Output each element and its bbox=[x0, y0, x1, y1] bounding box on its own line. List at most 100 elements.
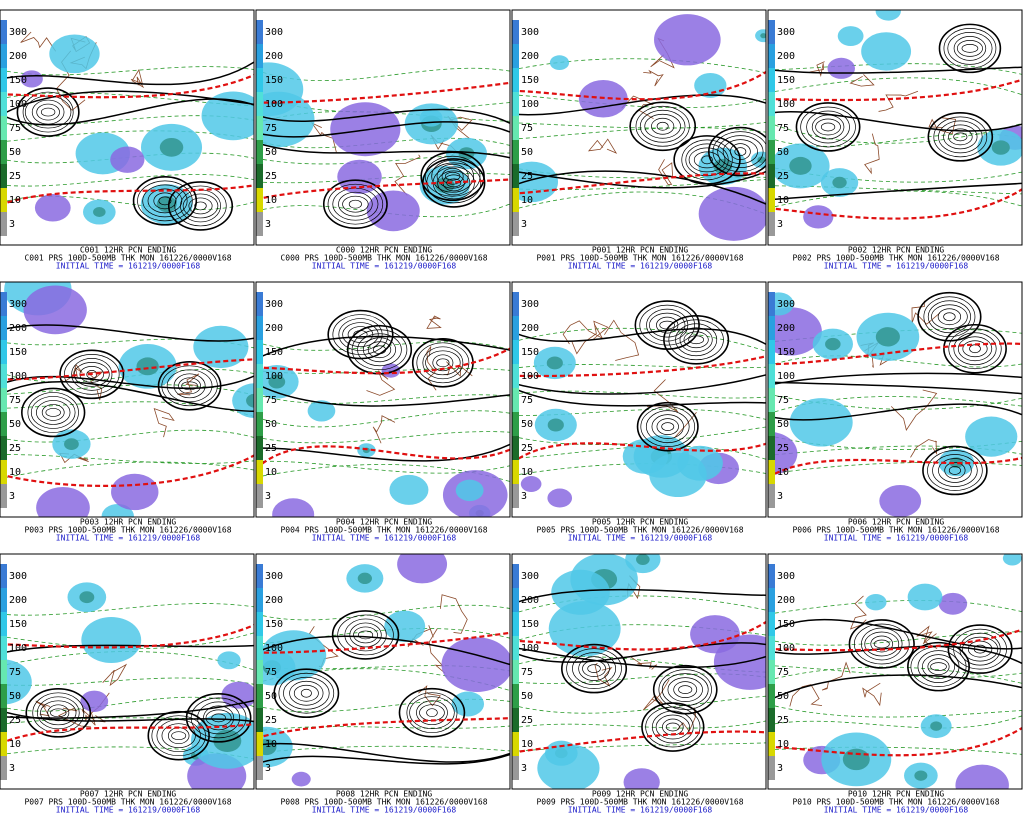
colorbar-swatch bbox=[768, 564, 775, 588]
colorbar-label: 200 bbox=[521, 595, 539, 606]
colorbar-label: 150 bbox=[265, 619, 283, 630]
precip-core bbox=[93, 206, 106, 218]
colorbar-label: 75 bbox=[265, 395, 277, 406]
pressure-contour bbox=[948, 466, 961, 475]
colorbar-label: 300 bbox=[9, 571, 27, 582]
precip-area bbox=[1002, 554, 1022, 566]
precip-area bbox=[201, 91, 254, 141]
pressure-contour bbox=[153, 192, 177, 210]
pressure-isobar bbox=[256, 443, 510, 462]
colorbar-swatch bbox=[768, 732, 775, 756]
colorbar-swatch bbox=[256, 92, 263, 116]
colorbar-swatch bbox=[256, 292, 263, 316]
pressure-contour bbox=[182, 193, 219, 219]
colorbar-label: 10 bbox=[521, 467, 533, 478]
colorbar-label: 10 bbox=[777, 739, 789, 750]
colorbar-swatch bbox=[0, 660, 7, 684]
pressure-contour bbox=[166, 369, 213, 403]
panel-title: P003 12HR PCN ENDING bbox=[80, 518, 177, 527]
pressure-contour bbox=[649, 312, 686, 338]
precip-area bbox=[20, 70, 43, 88]
pressure-contour bbox=[668, 319, 724, 361]
colorbar-label: 200 bbox=[9, 323, 27, 334]
pressure-contour bbox=[22, 91, 74, 133]
precip-area bbox=[654, 14, 721, 66]
colorbar-label: 150 bbox=[521, 619, 539, 630]
colorbar-swatch bbox=[512, 20, 519, 44]
map-panel: 300 200 150 100 75 50 25 10 3 C000 12HR PCN ENDIN… bbox=[255, 9, 511, 271]
pressure-contour bbox=[47, 704, 70, 722]
precip-core bbox=[79, 591, 95, 604]
pressure-contour bbox=[194, 201, 207, 211]
map-panel: 300 200 150 100 75 50 25 10 3 P004 12HR PCN ENDIN… bbox=[255, 281, 511, 543]
pressure-contour bbox=[639, 304, 695, 346]
border-line bbox=[604, 319, 640, 361]
pressure-isobar bbox=[0, 709, 254, 723]
border-line bbox=[862, 682, 882, 707]
pressure-isobar bbox=[256, 121, 510, 138]
pressure-contour bbox=[178, 377, 201, 395]
pressure-contour bbox=[932, 454, 978, 487]
map-panel: 300 200 150 100 75 50 25 10 3 P002 12HR PCN ENDIN… bbox=[767, 9, 1023, 271]
colorbar-swatch bbox=[768, 292, 775, 316]
precip-area bbox=[875, 10, 901, 21]
pressure-contour bbox=[36, 696, 80, 730]
colorbar-swatch bbox=[512, 460, 519, 484]
precip-area bbox=[694, 72, 727, 98]
pressure-contour bbox=[36, 103, 60, 121]
colorbar-label: 3 bbox=[777, 763, 783, 774]
colorbar-label: 150 bbox=[777, 619, 795, 630]
colorbar-label: 50 bbox=[521, 147, 533, 158]
colorbar-label: 300 bbox=[265, 27, 283, 38]
pressure-contour bbox=[41, 404, 65, 421]
colorbar-label: 10 bbox=[265, 739, 277, 750]
precip-core bbox=[713, 158, 733, 174]
colorbar-swatch bbox=[0, 68, 7, 92]
colorbar-label: 200 bbox=[265, 323, 283, 334]
pressure-contour bbox=[357, 333, 402, 367]
colorbar-label: 25 bbox=[9, 171, 21, 182]
pressure-contour bbox=[327, 183, 384, 225]
pressure-contour bbox=[634, 300, 700, 350]
thickness-540 bbox=[256, 347, 510, 375]
pressure-contour bbox=[656, 418, 679, 435]
colorbar-swatch bbox=[256, 708, 263, 732]
colorbar-label: 10 bbox=[9, 195, 21, 206]
pressure-contour bbox=[59, 349, 125, 400]
colorbar-swatch bbox=[768, 44, 775, 68]
colorbar-swatch bbox=[0, 732, 7, 756]
pressure-isobar bbox=[512, 588, 766, 605]
precip-area bbox=[232, 383, 254, 419]
precip-area bbox=[111, 473, 159, 511]
precip-area bbox=[649, 452, 707, 498]
pressure-contour bbox=[587, 664, 601, 673]
colorbar-label: 25 bbox=[777, 715, 789, 726]
colorbar-label: 25 bbox=[521, 171, 533, 182]
pressure-contour bbox=[572, 652, 617, 685]
map: 300 200 150 100 75 50 25 10 3 bbox=[512, 282, 766, 517]
precip-core bbox=[636, 554, 650, 565]
colorbar-swatch bbox=[0, 436, 7, 460]
border-line bbox=[428, 628, 446, 674]
border-line bbox=[439, 594, 468, 634]
pressure-contour bbox=[362, 337, 397, 363]
pressure-isobar bbox=[512, 94, 766, 116]
colorbar-swatch bbox=[0, 756, 7, 780]
map-panel: 300 200 150 100 75 50 25 10 3 C001 12HR PCN ENDIN… bbox=[0, 9, 255, 271]
colorbar-swatch bbox=[256, 636, 263, 660]
precip-area bbox=[879, 484, 922, 517]
thickness-line bbox=[768, 396, 1022, 415]
pressure-contour bbox=[27, 392, 79, 433]
pressure-isobar bbox=[0, 324, 254, 342]
pressure-isobar bbox=[512, 646, 766, 669]
border-line bbox=[890, 389, 938, 431]
colorbar-swatch bbox=[768, 116, 775, 140]
pressure-contour bbox=[211, 713, 226, 723]
colorbar-label: 75 bbox=[777, 123, 789, 134]
panel-init-time: INITIAL TIME = 161219/0000F168 bbox=[568, 806, 713, 815]
pressure-contour bbox=[938, 458, 972, 483]
pressure-contour bbox=[174, 185, 227, 227]
pressure-isobar bbox=[768, 618, 1022, 650]
pressure-contour bbox=[351, 329, 408, 371]
colorbar-label: 100 bbox=[265, 371, 283, 382]
